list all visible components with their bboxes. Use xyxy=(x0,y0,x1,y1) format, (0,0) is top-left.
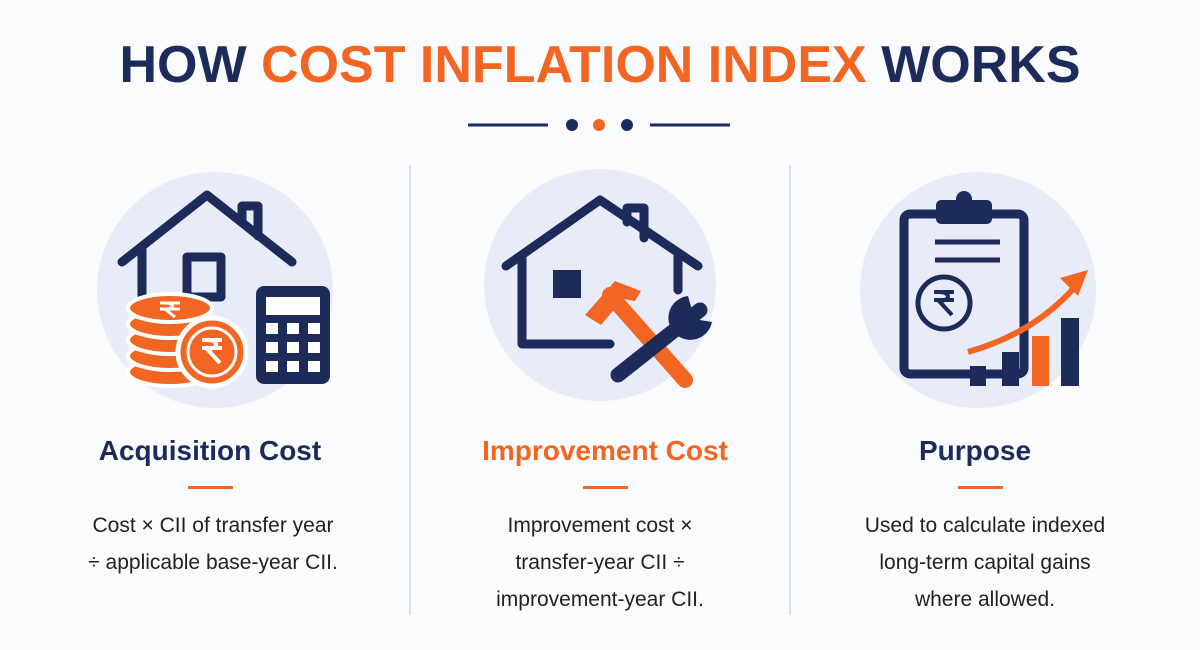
descriptions: Cost × CII of transfer year ÷ applicable … xyxy=(88,514,1105,611)
divider xyxy=(468,119,730,131)
title-part: HOW xyxy=(119,36,247,94)
description-line: Improvement cost × xyxy=(508,514,693,537)
column-title: Acquisition Cost xyxy=(99,435,321,466)
description-line: improvement-year CII. xyxy=(496,588,704,611)
description-line: ÷ applicable base-year CII. xyxy=(88,551,338,574)
description-line: Used to calculate indexed xyxy=(865,514,1106,537)
acquisition-icon xyxy=(97,172,333,408)
column-title: Improvement Cost xyxy=(482,435,728,466)
title: HOW COST INFLATION INDEX WORKS xyxy=(119,36,1080,94)
title-part: COST INFLATION INDEX xyxy=(261,36,867,94)
underline xyxy=(188,486,233,489)
description-line: Cost × CII of transfer year xyxy=(92,514,333,537)
purpose-icon xyxy=(860,172,1096,408)
description-line: long-term capital gains xyxy=(879,551,1090,574)
description-line: where allowed. xyxy=(914,588,1055,611)
underline xyxy=(958,486,1003,489)
description-line: transfer-year CII ÷ xyxy=(515,551,684,574)
title-part: WORKS xyxy=(881,36,1080,94)
underline xyxy=(583,486,628,489)
column-title: Purpose xyxy=(919,435,1031,466)
improvement-icon xyxy=(484,169,716,401)
